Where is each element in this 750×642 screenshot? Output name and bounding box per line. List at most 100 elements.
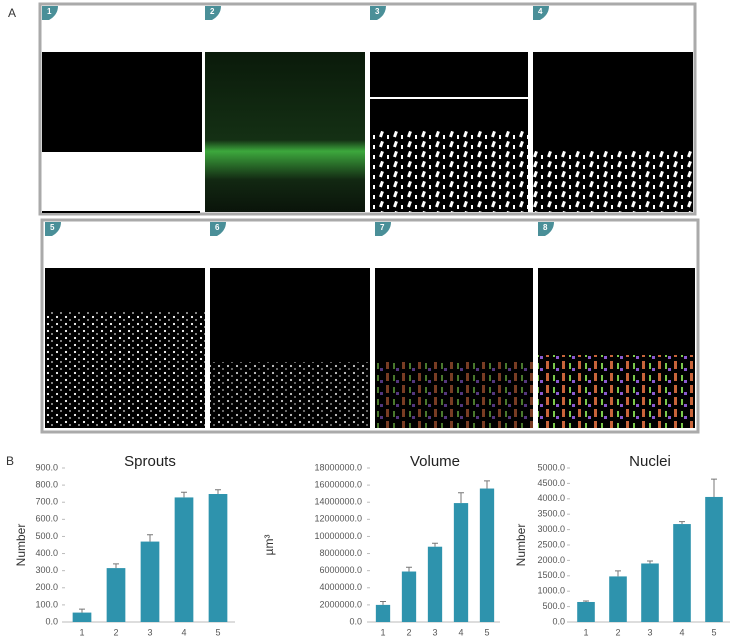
- error-bar: [406, 566, 412, 572]
- bar: [479, 488, 495, 622]
- error-bar: [147, 534, 153, 542]
- y-tick-label: 16000000.0: [314, 479, 362, 489]
- y-tick-label: 700.0: [35, 497, 58, 507]
- y-tick-label: 1500.0: [537, 570, 565, 580]
- image-number: 6: [215, 223, 220, 232]
- image-number: 4: [538, 7, 543, 16]
- bar: [453, 503, 469, 622]
- bar: [427, 546, 443, 622]
- image-detail: [370, 130, 528, 212]
- y-tick-label: 900.0: [35, 462, 58, 472]
- x-tick-label: 3: [147, 627, 152, 637]
- y-tick-label: 8000000.0: [319, 548, 362, 558]
- x-tick-label: 5: [484, 627, 489, 637]
- y-tick-label: 3500.0: [537, 509, 565, 519]
- y-tick-label: 6000000.0: [319, 565, 362, 575]
- y-tick-label: 5000.0: [537, 462, 565, 472]
- y-tick-label: 800.0: [35, 479, 58, 489]
- x-tick-label: 3: [647, 627, 652, 637]
- bar: [72, 612, 92, 622]
- image-badge: [42, 6, 58, 20]
- y-tick-label: 500.0: [542, 601, 565, 611]
- y-tick-label: 2000000.0: [319, 599, 362, 609]
- bar: [140, 541, 160, 622]
- image-detail: [538, 355, 695, 428]
- y-tick-label: 18000000.0: [314, 462, 362, 472]
- y-tick-label: 10000000.0: [314, 531, 362, 541]
- y-tick-label: 200.0: [35, 582, 58, 592]
- y-tick-label: 4000000.0: [319, 582, 362, 592]
- image-badge: [533, 6, 549, 20]
- image-detail: [533, 150, 693, 212]
- bar: [174, 497, 194, 622]
- error-bar: [79, 608, 85, 613]
- error-bar: [583, 600, 589, 602]
- error-bar: [181, 491, 187, 498]
- error-bar: [484, 480, 490, 489]
- y-tick-label: 500.0: [35, 531, 58, 541]
- error-bar: [215, 489, 221, 495]
- chart-title: Sprouts: [124, 453, 176, 470]
- y-tick-label: 14000000.0: [314, 497, 362, 507]
- bar: [705, 496, 723, 622]
- x-tick-label: 4: [679, 627, 684, 637]
- bar: [375, 604, 391, 622]
- bar: [641, 563, 659, 622]
- y-tick-label: 0.0: [349, 616, 362, 626]
- x-tick-label: 1: [583, 627, 588, 637]
- error-bar: [647, 560, 653, 564]
- y-tick-label: 0.0: [45, 616, 58, 626]
- x-tick-label: 1: [380, 627, 385, 637]
- error-bar: [380, 600, 386, 605]
- image-number: 1: [47, 7, 52, 16]
- x-tick-label: 5: [215, 627, 220, 637]
- error-bar: [711, 478, 717, 497]
- y-tick-label: 300.0: [35, 565, 58, 575]
- image-badge: [45, 222, 61, 236]
- y-tick-label: 4500.0: [537, 478, 565, 488]
- bar: [673, 524, 691, 622]
- y-tick-label: 12000000.0: [314, 514, 362, 524]
- chart-title: Volume: [410, 453, 460, 470]
- error-bar: [113, 563, 119, 569]
- image-number: 2: [210, 7, 215, 16]
- x-tick-label: 1: [79, 627, 84, 637]
- image: [42, 52, 202, 152]
- image-badge: [210, 222, 226, 236]
- image-number: 3: [375, 7, 380, 16]
- y-tick-label: 0.0: [552, 616, 565, 626]
- bar: [106, 568, 126, 622]
- error-bar: [458, 492, 464, 504]
- x-tick-label: 2: [113, 627, 118, 637]
- image-detail: [375, 362, 533, 428]
- panel-label: B: [6, 454, 14, 468]
- x-tick-label: 4: [458, 627, 463, 637]
- y-axis-label: µm³: [262, 535, 276, 556]
- image-badge: [205, 6, 221, 20]
- image-number: 8: [543, 223, 548, 232]
- image-badge: [538, 222, 554, 236]
- x-tick-label: 2: [406, 627, 411, 637]
- y-axis-label: Number: [514, 524, 528, 567]
- y-tick-label: 400.0: [35, 548, 58, 558]
- image-detail: [45, 312, 205, 428]
- bar: [208, 494, 228, 622]
- x-tick-label: 3: [432, 627, 437, 637]
- bar: [577, 601, 595, 622]
- y-tick-label: 4000.0: [537, 493, 565, 503]
- error-bar: [679, 521, 685, 525]
- x-tick-label: 4: [181, 627, 186, 637]
- y-tick-label: 1000.0: [537, 586, 565, 596]
- image-badge: [375, 222, 391, 236]
- y-tick-label: 2000.0: [537, 555, 565, 565]
- image-number: 7: [380, 223, 385, 232]
- x-tick-label: 2: [615, 627, 620, 637]
- image-detail: [210, 362, 370, 428]
- error-bar: [432, 542, 438, 547]
- image-badge: [370, 6, 386, 20]
- error-bar: [615, 570, 621, 577]
- x-tick-label: 5: [711, 627, 716, 637]
- y-tick-label: 2500.0: [537, 539, 565, 549]
- bar: [609, 576, 627, 622]
